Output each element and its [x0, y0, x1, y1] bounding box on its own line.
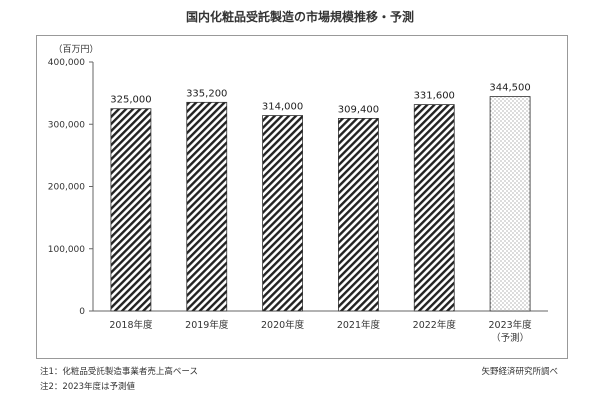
y-tick-label: 100,000	[48, 245, 85, 255]
x-tick-label: 2022年度	[413, 319, 457, 331]
y-unit-label: （百万円）	[53, 44, 98, 55]
chart-frame	[36, 35, 568, 359]
bar-value-label: 344,500	[489, 83, 530, 94]
x-tick-sublabel: （予測）	[491, 332, 529, 344]
y-tick-label: 200,000	[48, 183, 85, 193]
chart-title: 国内化粧品受託製造の市場規模推移・予測	[185, 10, 414, 24]
bar	[338, 117, 379, 312]
bar-value-label: 331,600	[414, 91, 455, 102]
bar-value-label: 325,000	[110, 95, 151, 106]
bar-value-label: 309,400	[338, 104, 379, 115]
y-tick-label: 400,000	[48, 58, 85, 68]
bar	[413, 104, 455, 312]
bar	[110, 108, 152, 312]
y-tick-label: 300,000	[48, 120, 85, 130]
source-note: 矢野経済研究所調べ	[481, 367, 558, 377]
bar-value-label: 335,200	[186, 88, 227, 99]
x-tick-label: 2019年度	[185, 319, 229, 331]
x-tick-label: 2020年度	[261, 319, 305, 331]
bar	[489, 96, 531, 312]
footnote-2: 注2：2023年度は予測値	[40, 382, 136, 392]
x-tick-label: 2021年度	[337, 319, 381, 331]
bar-value-label: 314,000	[262, 102, 303, 113]
footnote-1: 注1：化粧品受託製造事業者売上高ベース	[40, 367, 198, 377]
bar	[262, 115, 303, 312]
bar	[186, 101, 228, 312]
y-tick-label: 0	[79, 307, 85, 317]
x-tick-label: 2023年度	[488, 319, 532, 331]
x-tick-label: 2018年度	[109, 319, 153, 331]
